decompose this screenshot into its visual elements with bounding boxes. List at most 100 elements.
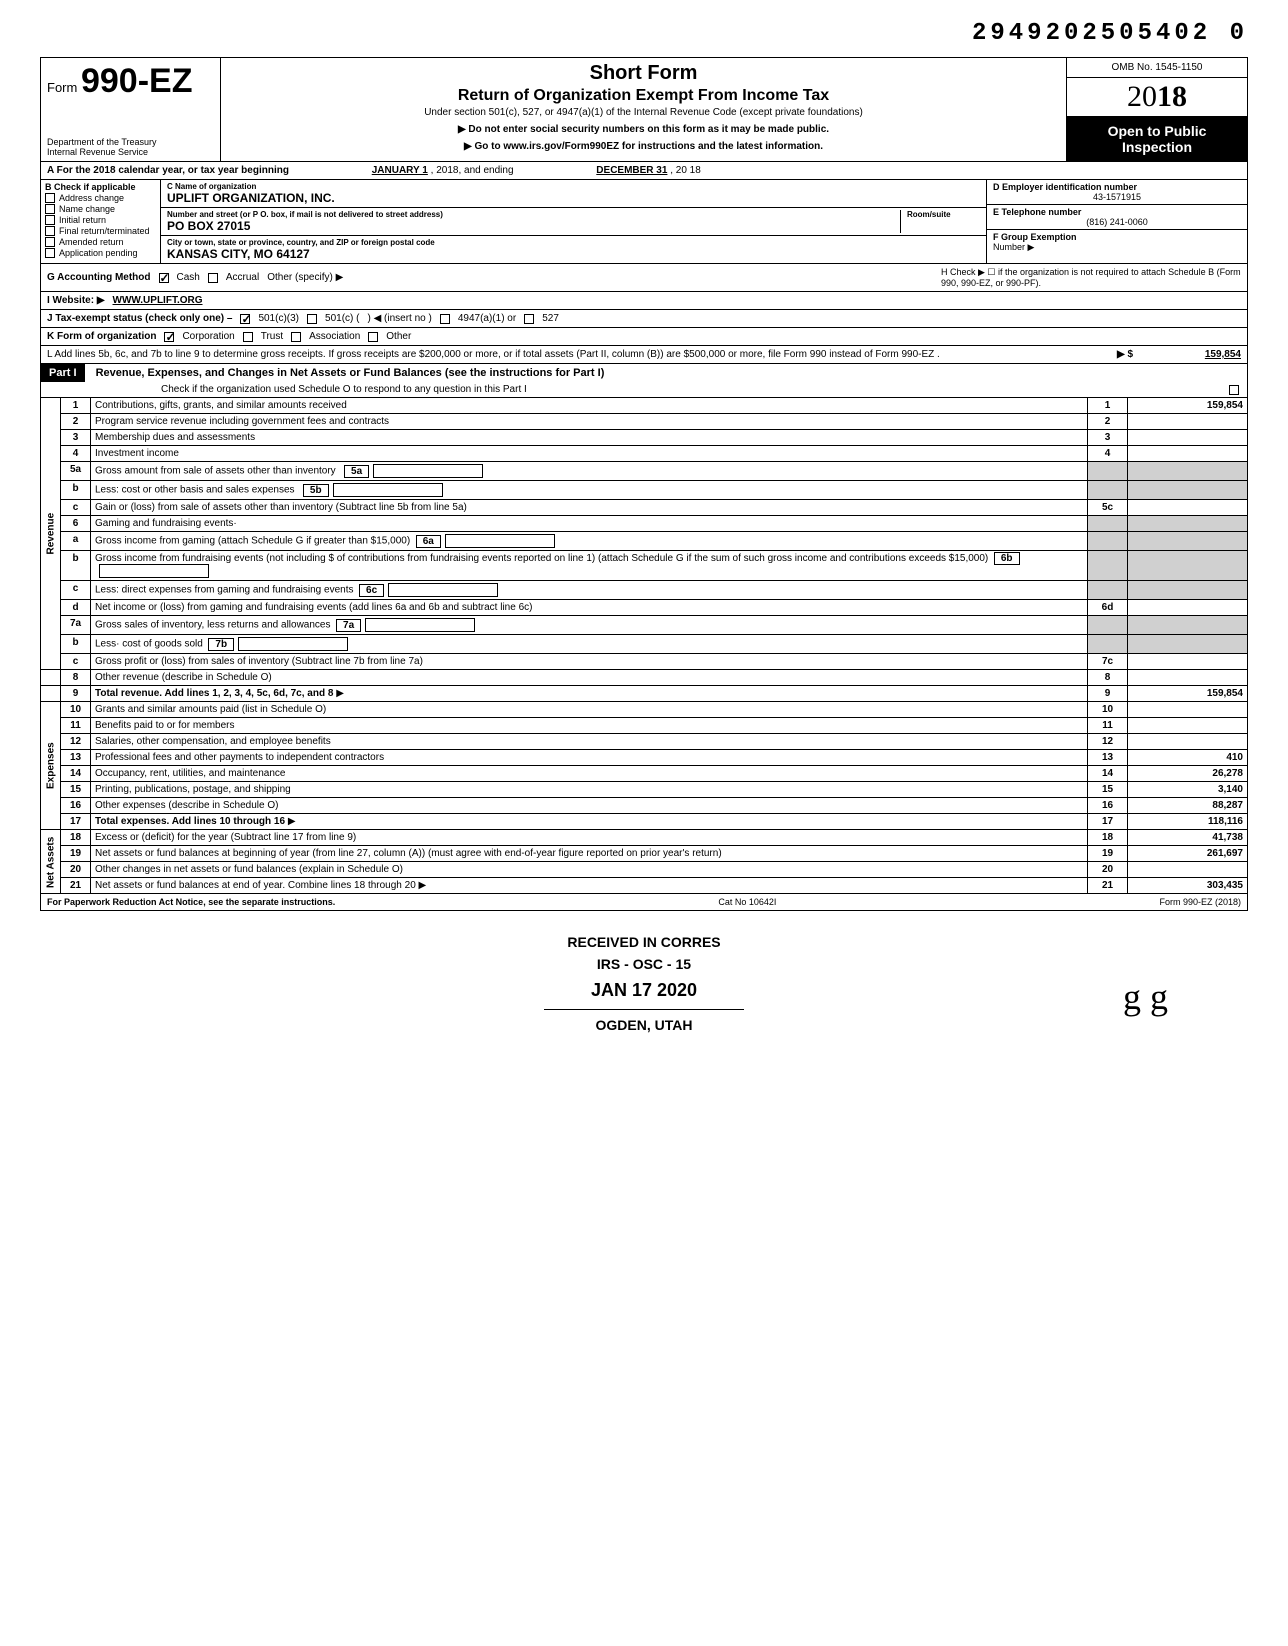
chk-amended-return[interactable]: Amended return	[45, 237, 156, 247]
inner-amount-box[interactable]	[333, 483, 443, 497]
line-amt	[1128, 430, 1248, 446]
room-label: Room/suite	[907, 210, 980, 219]
row-l-text: L Add lines 5b, 6c, and 7b to line 9 to …	[47, 349, 1109, 360]
line-num: c	[61, 500, 91, 516]
line-desc: Occupancy, rent, utilities, and maintena…	[95, 768, 285, 779]
open-public-1: Open to Public	[1071, 123, 1243, 139]
line-amt	[1128, 718, 1248, 734]
line-num: 17	[61, 814, 91, 830]
inner-amount-box[interactable]	[388, 583, 498, 597]
inner-box-label: 5a	[344, 465, 369, 478]
line-box: 7c	[1088, 654, 1128, 670]
line-amt: 261,697	[1128, 846, 1248, 862]
chk-cash[interactable]	[159, 273, 169, 283]
chk-other-org[interactable]	[368, 332, 378, 342]
4947-label: 4947(a)(1) or	[458, 313, 516, 324]
stamp-line: IRS - OSC - 15	[40, 953, 1248, 975]
chk-501c3[interactable]	[240, 314, 250, 324]
shaded-cell	[1088, 635, 1128, 654]
chk-label: Name change	[59, 204, 115, 214]
section-bcdef: B Check if applicable Address change Nam…	[40, 180, 1248, 264]
shaded-cell	[1088, 551, 1128, 581]
chk-4947[interactable]	[440, 314, 450, 324]
chk-trust[interactable]	[243, 332, 253, 342]
inner-amount-box[interactable]	[445, 534, 555, 548]
chk-address-change[interactable]: Address change	[45, 193, 156, 203]
arrow-icon: ▶	[336, 688, 344, 699]
row-i: I Website: ▶ WWW.UPLIFT.ORG	[40, 292, 1248, 310]
chk-association[interactable]	[291, 332, 301, 342]
chk-corporation[interactable]	[164, 332, 174, 342]
501c3-label: 501(c)(3)	[258, 313, 299, 324]
chk-accrual[interactable]	[208, 273, 218, 283]
line-num: c	[61, 654, 91, 670]
line-desc: Grants and similar amounts paid (list in…	[95, 704, 326, 715]
line-desc: Net assets or fund balances at end of ye…	[95, 880, 416, 891]
org-city: KANSAS CITY, MO 64127	[167, 247, 980, 261]
line-amt: 3,140	[1128, 782, 1248, 798]
line-desc: Total expenses. Add lines 10 through 16	[95, 816, 285, 827]
line-box: 18	[1088, 830, 1128, 846]
spacer-cell	[41, 670, 61, 686]
part1-table: Revenue 1 Contributions, gifts, grants, …	[40, 398, 1248, 894]
tel-label: E Telephone number	[993, 207, 1241, 217]
chk-initial-return[interactable]: Initial return	[45, 215, 156, 225]
line-box: 21	[1088, 878, 1128, 894]
part1-label: Part I	[41, 364, 85, 382]
net-assets-side-label: Net Assets	[41, 830, 61, 894]
chk-application-pending[interactable]: Application pending	[45, 248, 156, 258]
line-desc: Other revenue (describe in Schedule O)	[95, 672, 272, 683]
col-b-header: B Check if applicable	[45, 182, 156, 192]
org-address: PO BOX 27015	[167, 219, 900, 233]
warn1: ▶ Do not enter social security numbers o…	[229, 124, 1058, 135]
inner-amount-box[interactable]	[365, 618, 475, 632]
website-value: WWW.UPLIFT.ORG	[113, 295, 203, 306]
line-desc: Total revenue. Add lines 1, 2, 3, 4, 5c,…	[95, 688, 333, 699]
form-number: Form 990-EZ	[47, 62, 214, 101]
chk-name-change[interactable]: Name change	[45, 204, 156, 214]
shaded-cell	[1128, 551, 1248, 581]
chk-label: Application pending	[59, 248, 138, 258]
accrual-label: Accrual	[226, 272, 259, 283]
chk-final-return[interactable]: Final return/terminated	[45, 226, 156, 236]
line-num: 19	[61, 846, 91, 862]
row-a-label: A For the 2018 calendar year, or tax yea…	[47, 165, 289, 176]
line-num: a	[61, 532, 91, 551]
revenue-side-label: Revenue	[41, 398, 61, 670]
line-amt	[1128, 734, 1248, 750]
inner-amount-box[interactable]	[373, 464, 483, 478]
chk-schedule-o[interactable]	[1229, 385, 1239, 395]
chk-label: Amended return	[59, 237, 124, 247]
line-num: 21	[61, 878, 91, 894]
501c-label: 501(c) (	[325, 313, 359, 324]
city-label: City or town, state or province, country…	[167, 238, 980, 247]
shaded-cell	[1088, 616, 1128, 635]
shaded-cell	[1088, 481, 1128, 500]
form-header: Form 990-EZ Department of the Treasury I…	[40, 57, 1248, 162]
shaded-cell	[1128, 481, 1248, 500]
line-num: 1	[61, 398, 91, 414]
trust-label: Trust	[261, 331, 283, 342]
chk-527[interactable]	[524, 314, 534, 324]
line-box: 20	[1088, 862, 1128, 878]
line-num: 3	[61, 430, 91, 446]
shaded-cell	[1128, 516, 1248, 532]
ein-value: 43-1571915	[993, 192, 1241, 202]
other-org-label: Other	[386, 331, 411, 342]
line-desc: Investment income	[95, 448, 179, 459]
line-amt: 26,278	[1128, 766, 1248, 782]
chk-501c[interactable]	[307, 314, 317, 324]
line-desc: Less: cost or other basis and sales expe…	[95, 485, 295, 496]
line-box: 14	[1088, 766, 1128, 782]
line-desc: Program service revenue including govern…	[95, 416, 389, 427]
inner-amount-box[interactable]	[238, 637, 348, 651]
row-l-amount: 159,854	[1141, 349, 1241, 360]
inner-box-label: 6b	[994, 552, 1020, 565]
inner-amount-box[interactable]	[99, 564, 209, 578]
chk-label: Final return/terminated	[59, 226, 150, 236]
line-desc: Other expenses (describe in Schedule O)	[95, 800, 278, 811]
org-name-label: C Name of organization	[167, 182, 980, 191]
line-amt	[1128, 862, 1248, 878]
year-prefix: 20	[1127, 80, 1157, 113]
col-c: C Name of organization UPLIFT ORGANIZATI…	[161, 180, 987, 263]
